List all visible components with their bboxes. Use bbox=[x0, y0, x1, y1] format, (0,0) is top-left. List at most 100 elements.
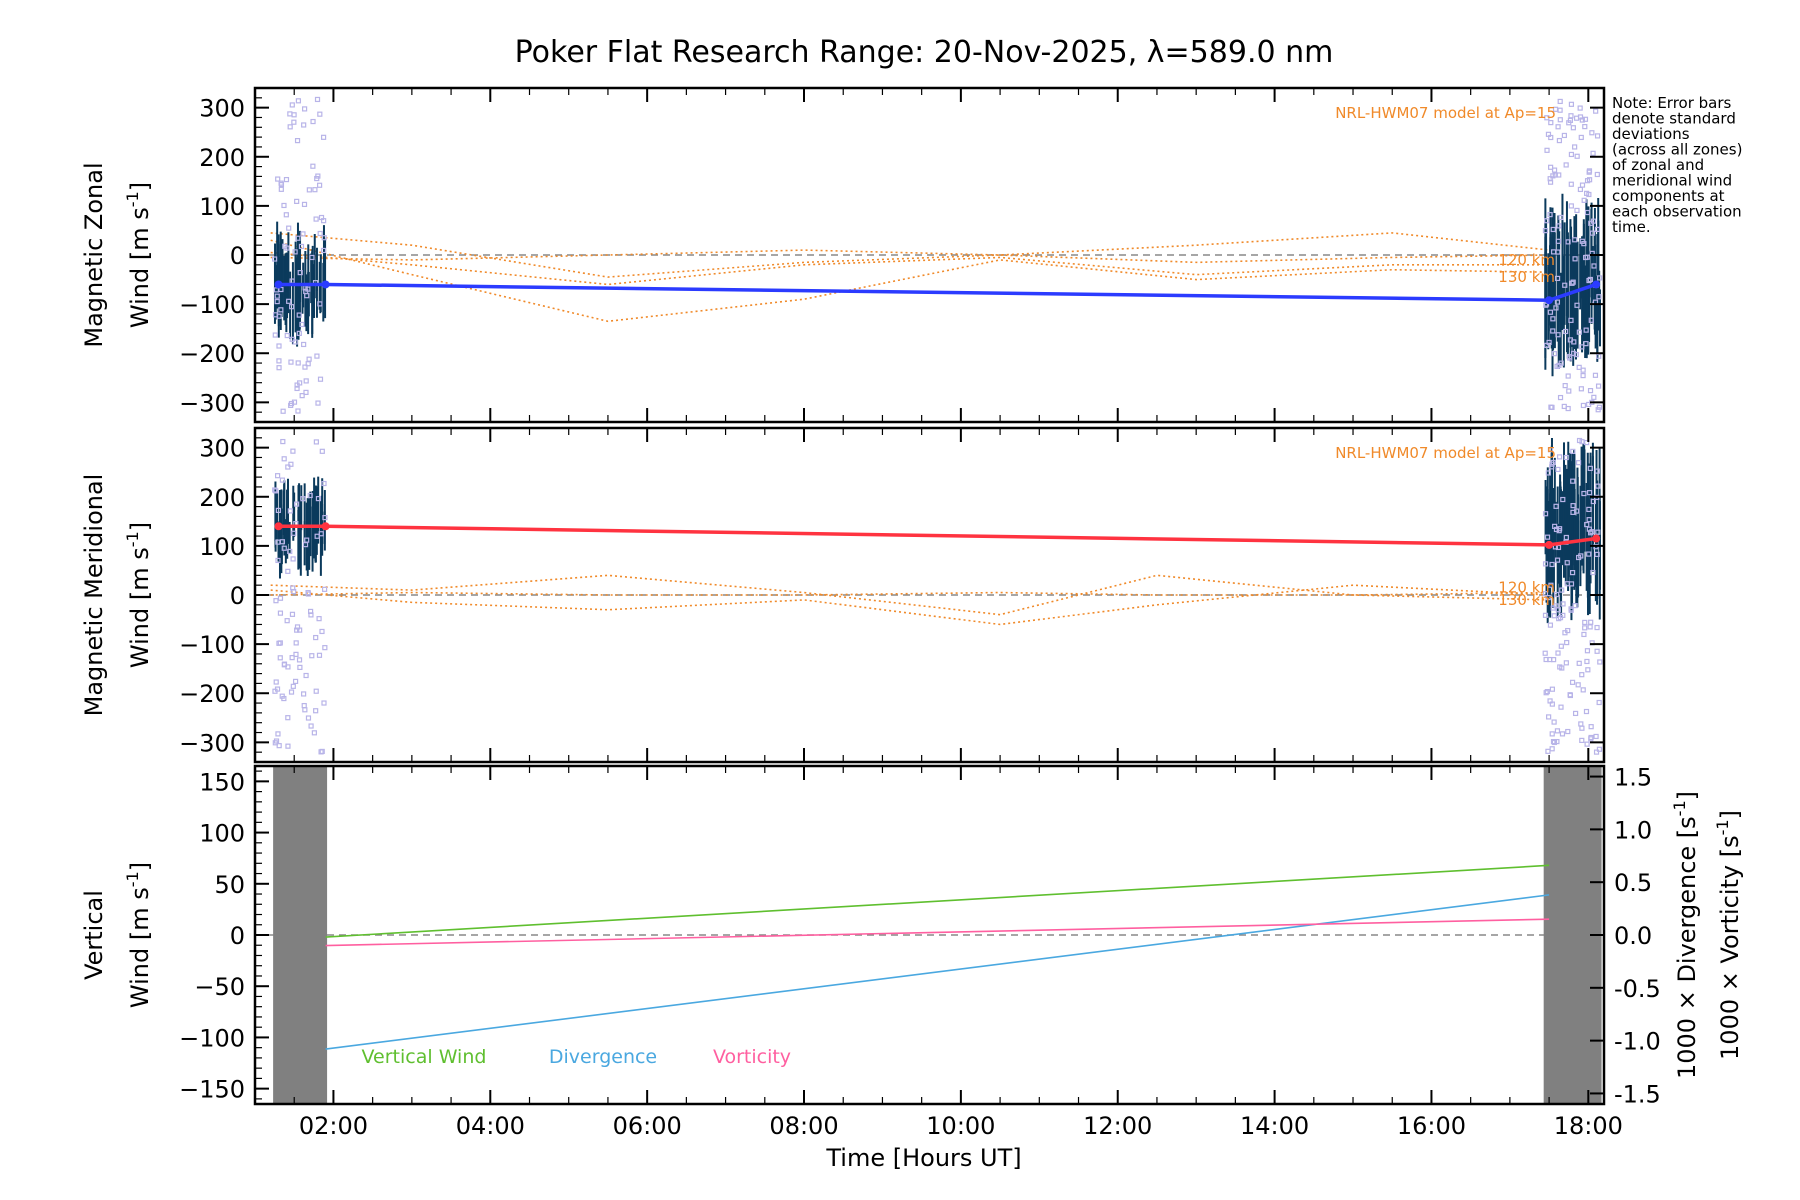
scatter-point bbox=[296, 330, 302, 336]
scatter-point bbox=[1555, 238, 1561, 244]
scatter-point bbox=[320, 247, 327, 254]
scatter-point bbox=[292, 249, 298, 255]
scatter-point bbox=[296, 312, 302, 318]
scatter-point bbox=[1559, 731, 1566, 737]
scatter-point bbox=[285, 664, 291, 670]
scatter-point bbox=[313, 708, 319, 714]
scatter-point bbox=[1565, 239, 1571, 245]
y-tick-label: −50 bbox=[194, 973, 245, 1001]
scatter-point bbox=[1563, 162, 1569, 168]
plot-area bbox=[255, 96, 1604, 414]
scatter-point bbox=[1570, 125, 1576, 131]
scatter-point bbox=[321, 586, 328, 592]
scatter-point bbox=[1548, 164, 1554, 170]
scatter-point bbox=[1556, 223, 1562, 229]
wind-series-point bbox=[274, 280, 283, 289]
scatter-point bbox=[1596, 294, 1602, 300]
scatter-point bbox=[1553, 503, 1559, 509]
scatter-point bbox=[1594, 468, 1600, 474]
scatter-point bbox=[1584, 648, 1591, 654]
scatter-point bbox=[1586, 177, 1593, 183]
scatter-point bbox=[294, 198, 300, 204]
scatter-point bbox=[1556, 362, 1562, 368]
scatter-point bbox=[1593, 749, 1600, 755]
scatter-point bbox=[289, 655, 295, 661]
scatter-point bbox=[1587, 276, 1593, 283]
scatter-point bbox=[1568, 151, 1575, 158]
right-y-tick-label: -1.0 bbox=[1614, 1028, 1661, 1056]
scatter-point bbox=[297, 664, 303, 671]
note-line: meridional wind bbox=[1612, 172, 1732, 190]
wind-series-point bbox=[1545, 540, 1554, 549]
scatter-point bbox=[315, 495, 322, 502]
scatter-point bbox=[309, 254, 315, 261]
scatter-point bbox=[1542, 612, 1549, 618]
scatter-point bbox=[1574, 508, 1580, 514]
scatter-point bbox=[295, 98, 302, 104]
right-y-tick-label: -1.5 bbox=[1614, 1080, 1661, 1108]
scatter-point bbox=[278, 182, 285, 188]
series-vorticity bbox=[325, 918, 1550, 947]
scatter-point bbox=[295, 235, 301, 241]
scatter-point bbox=[314, 96, 321, 103]
scatter-point bbox=[1584, 209, 1591, 216]
scatter-point bbox=[301, 702, 307, 709]
scatter-point bbox=[1549, 686, 1555, 692]
scatter-point bbox=[1552, 523, 1558, 529]
scatter-point bbox=[281, 202, 287, 209]
scatter-point bbox=[277, 595, 284, 601]
scatter-point bbox=[1555, 544, 1562, 551]
scatter-point bbox=[1542, 650, 1548, 656]
scatter-point bbox=[1590, 498, 1596, 505]
scatter-point bbox=[1559, 587, 1565, 593]
scatter-point bbox=[1596, 746, 1603, 752]
right-y-tick-label: 0.0 bbox=[1614, 922, 1652, 950]
scatter-point bbox=[276, 343, 282, 349]
y-tick-label: 200 bbox=[199, 144, 245, 172]
scatter-point bbox=[1594, 171, 1600, 178]
y-axis-label-line2: Wind [m s-1] bbox=[123, 522, 154, 668]
scatter-point bbox=[319, 628, 325, 635]
note-line: denote standard bbox=[1612, 110, 1736, 128]
scatter-point bbox=[290, 683, 296, 689]
scatter-point bbox=[306, 187, 312, 193]
scatter-point bbox=[276, 743, 282, 749]
vertical-wind-panel: Vertical Wind Divergence Vorticity -1.5 -1.0… bbox=[80, 764, 1744, 1109]
scatter-point bbox=[1582, 124, 1588, 130]
scatter-point bbox=[291, 530, 297, 536]
scatter-point bbox=[1561, 132, 1567, 139]
scatter-point bbox=[1547, 447, 1554, 453]
scatter-point bbox=[1579, 182, 1586, 188]
scatter-point bbox=[1557, 615, 1564, 621]
scatter-point bbox=[1588, 724, 1594, 730]
y-tick-label: 50 bbox=[214, 871, 245, 899]
scatter-point bbox=[1551, 657, 1557, 663]
scatter-point bbox=[296, 657, 303, 663]
legend-vertical-wind: Vertical Wind bbox=[362, 1046, 487, 1068]
scatter-point bbox=[1556, 454, 1563, 460]
scatter-point bbox=[1543, 690, 1549, 696]
scatter-point bbox=[1578, 134, 1584, 141]
scatter-point bbox=[1588, 619, 1594, 625]
scatter-point bbox=[1555, 124, 1561, 130]
scatter-point bbox=[1542, 591, 1549, 597]
x-tick-label: 14:00 bbox=[1240, 1112, 1309, 1140]
scatter-point bbox=[1555, 466, 1561, 473]
model-curve bbox=[270, 232, 1550, 278]
scatter-point bbox=[1554, 557, 1561, 563]
scatter-point bbox=[1594, 551, 1600, 557]
scatter-point bbox=[279, 477, 286, 483]
scatter-point bbox=[1579, 238, 1585, 244]
scatter-point bbox=[1564, 581, 1570, 587]
scatter-point bbox=[1589, 529, 1595, 535]
scatter-point bbox=[284, 618, 290, 624]
scatter-point bbox=[319, 748, 325, 755]
scatter-point bbox=[283, 212, 289, 218]
y-tick-label: 150 bbox=[199, 768, 245, 796]
scatter-point bbox=[274, 473, 281, 479]
scatter-point bbox=[1544, 218, 1550, 224]
scatter-point bbox=[1558, 214, 1564, 221]
scatter-point bbox=[1594, 226, 1601, 232]
scatter-point bbox=[306, 356, 312, 362]
